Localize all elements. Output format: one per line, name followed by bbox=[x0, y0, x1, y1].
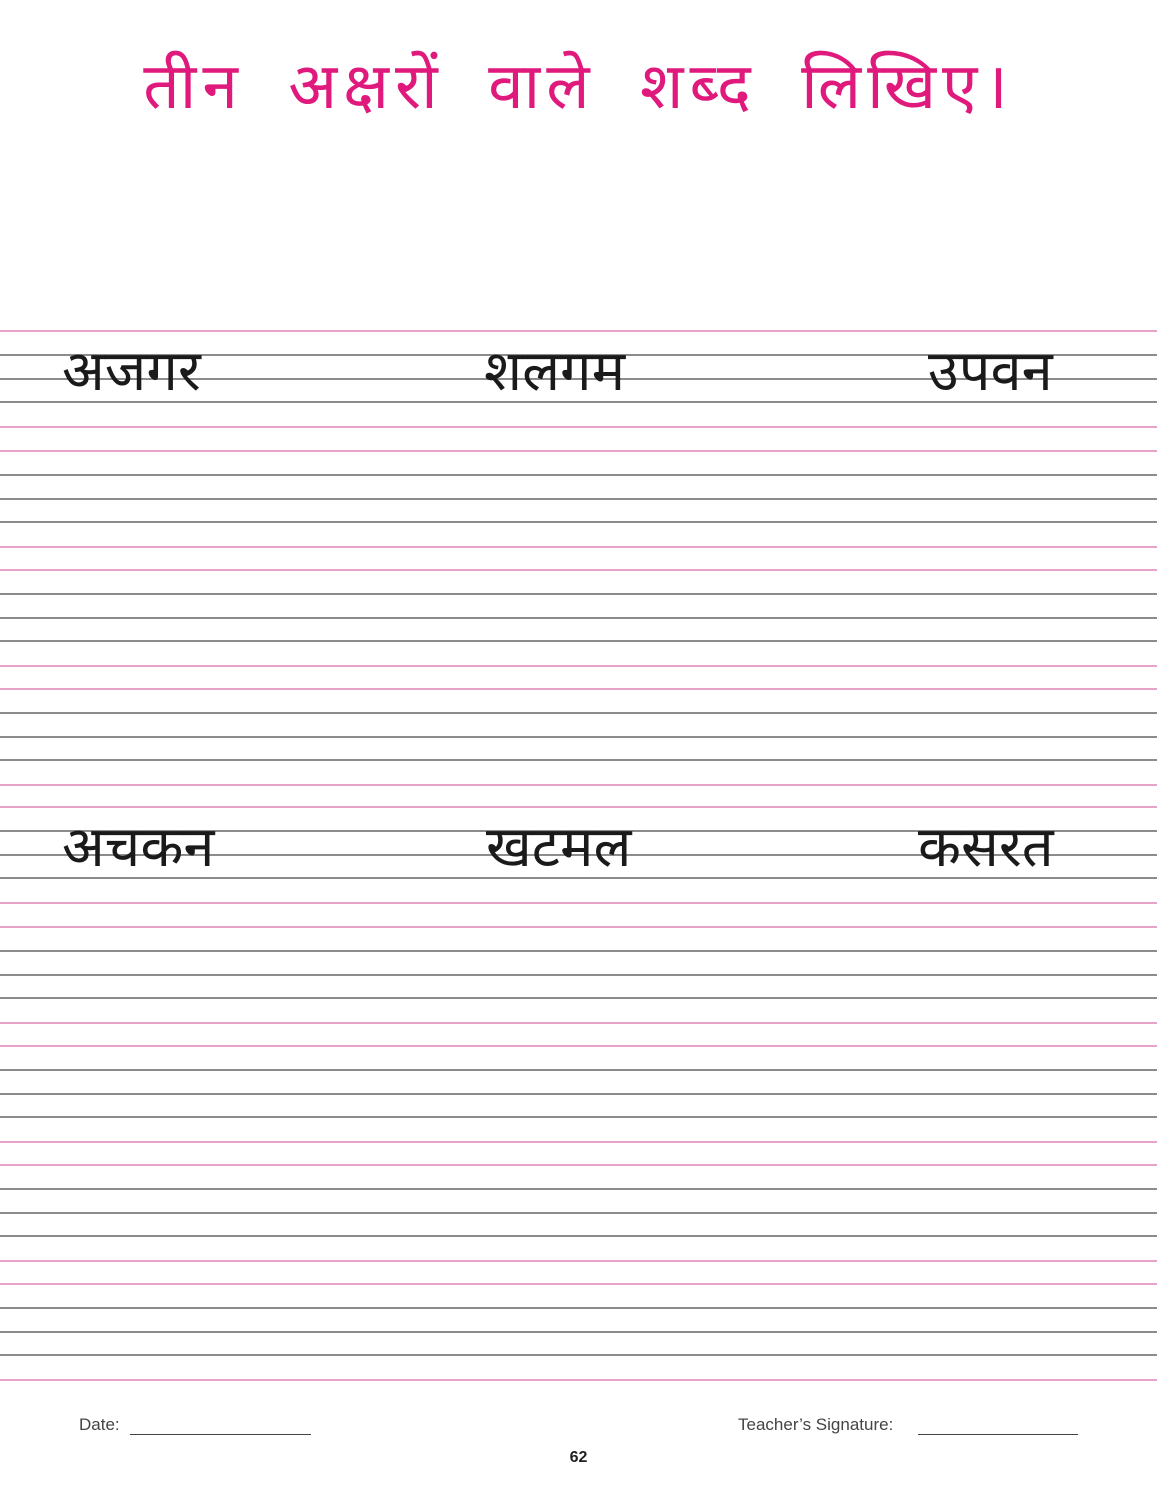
guide-line-gray bbox=[0, 1212, 1157, 1214]
guide-line-gray bbox=[0, 617, 1157, 619]
guide-line-gray bbox=[0, 830, 1157, 832]
guide-line-gray bbox=[0, 498, 1157, 500]
example-word: शलगम bbox=[484, 339, 626, 404]
guide-line-pink bbox=[0, 665, 1157, 667]
guide-line-gray bbox=[0, 1331, 1157, 1333]
guide-line-gray bbox=[0, 474, 1157, 476]
guide-line-gray bbox=[0, 1354, 1157, 1356]
example-word: उपवन bbox=[928, 339, 1053, 404]
guide-line-pink bbox=[0, 806, 1157, 808]
guide-line-gray bbox=[0, 354, 1157, 356]
guide-line-pink bbox=[0, 1164, 1157, 1166]
guide-line-gray bbox=[0, 1188, 1157, 1190]
guide-line-pink bbox=[0, 546, 1157, 548]
guide-line-gray bbox=[0, 593, 1157, 595]
guide-line-pink bbox=[0, 330, 1157, 332]
guide-line-gray bbox=[0, 1069, 1157, 1071]
example-word: अचकन bbox=[62, 815, 215, 880]
page-number: 62 bbox=[569, 1449, 588, 1466]
guide-line-gray bbox=[0, 521, 1157, 523]
guide-line-pink bbox=[0, 1045, 1157, 1047]
guide-line-pink bbox=[0, 426, 1157, 428]
guide-line-gray bbox=[0, 997, 1157, 999]
guide-line-pink bbox=[0, 1022, 1157, 1024]
guide-line-pink bbox=[0, 1141, 1157, 1143]
guide-line-gray bbox=[0, 1307, 1157, 1309]
guide-line-pink bbox=[0, 926, 1157, 928]
guide-line-pink bbox=[0, 569, 1157, 571]
guide-line-pink bbox=[0, 1379, 1157, 1381]
guide-line-pink bbox=[0, 902, 1157, 904]
guide-line-gray bbox=[0, 1093, 1157, 1095]
guide-line-pink bbox=[0, 1260, 1157, 1262]
guide-line-gray bbox=[0, 378, 1157, 380]
signature-field[interactable] bbox=[918, 1434, 1078, 1435]
guide-line-gray bbox=[0, 877, 1157, 879]
guide-line-gray bbox=[0, 759, 1157, 761]
guide-line-pink bbox=[0, 688, 1157, 690]
guide-line-gray bbox=[0, 1116, 1157, 1118]
guide-line-gray bbox=[0, 736, 1157, 738]
guide-line-pink bbox=[0, 450, 1157, 452]
example-word: कसरत bbox=[918, 815, 1054, 880]
guide-line-gray bbox=[0, 854, 1157, 856]
example-word: खटमल bbox=[486, 815, 632, 880]
guide-line-gray bbox=[0, 950, 1157, 952]
guide-line-gray bbox=[0, 640, 1157, 642]
guide-line-gray bbox=[0, 1235, 1157, 1237]
example-word: अजगर bbox=[62, 339, 201, 404]
signature-label: Teacher’s Signature: bbox=[738, 1415, 894, 1434]
date-field[interactable] bbox=[130, 1434, 311, 1435]
guide-line-pink bbox=[0, 784, 1157, 786]
guide-line-gray bbox=[0, 401, 1157, 403]
page-title: तीन अक्षरों वाले शब्द लिखिए। bbox=[143, 50, 1014, 124]
guide-line-pink bbox=[0, 1283, 1157, 1285]
date-label: Date: bbox=[79, 1415, 120, 1434]
guide-line-gray bbox=[0, 974, 1157, 976]
guide-line-gray bbox=[0, 712, 1157, 714]
